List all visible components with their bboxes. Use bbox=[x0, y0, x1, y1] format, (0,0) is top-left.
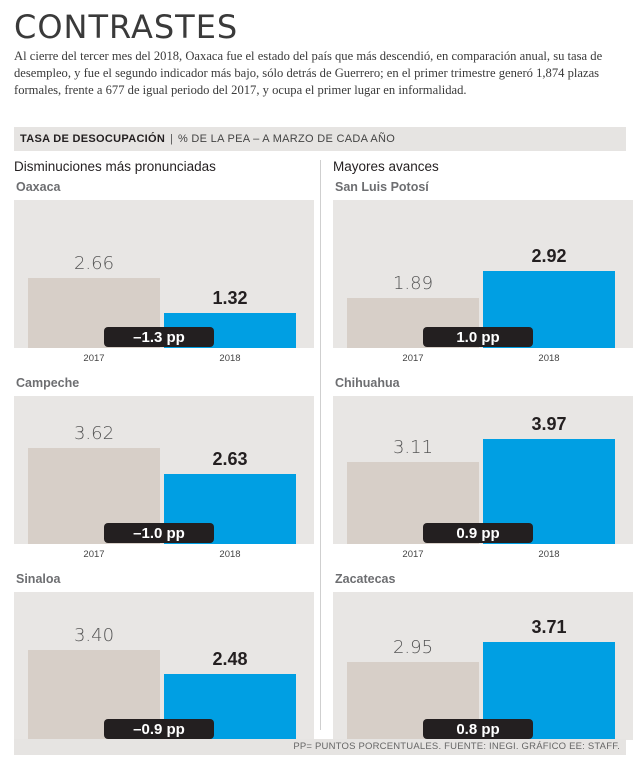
year-label-2017: 2017 bbox=[402, 353, 424, 364]
value-label-2018: 3.97 bbox=[531, 413, 567, 434]
change-badge: –1.3 pp bbox=[104, 327, 214, 347]
value-label-2018: 1.32 bbox=[212, 288, 248, 309]
value-label-2017: 3.62 bbox=[73, 423, 115, 445]
chart-panel: Chihuahua 3.11 2017 3.97 2018 0.9 pp bbox=[333, 376, 633, 566]
value-label-2018: 3.71 bbox=[531, 616, 567, 637]
value-label-2017: 1.89 bbox=[392, 272, 434, 294]
year-label-2017: 2017 bbox=[83, 549, 105, 560]
change-badge: –0.9 pp bbox=[104, 719, 214, 739]
subheader-unit: % DE LA PEA – A MARZO DE CADA AÑO bbox=[178, 133, 396, 145]
state-name: Chihuahua bbox=[335, 376, 400, 390]
plot-area bbox=[333, 396, 633, 544]
plot-area bbox=[333, 592, 633, 740]
year-label-2018: 2018 bbox=[538, 353, 560, 364]
change-badge: 0.8 pp bbox=[423, 719, 533, 739]
state-name: San Luis Potosí bbox=[335, 180, 429, 194]
plot-area bbox=[14, 592, 314, 740]
state-name: Campeche bbox=[16, 376, 80, 390]
year-label-2018: 2018 bbox=[538, 549, 560, 560]
chart-panel: San Luis Potosí 1.89 2017 2.92 2018 1.0 pp bbox=[333, 180, 633, 370]
value-label-2018: 2.63 bbox=[212, 449, 248, 470]
chart-subheader: TASA DE DESOCUPACIÓN | % DE LA PEA – A M… bbox=[14, 127, 626, 151]
subheader-separator: | bbox=[170, 133, 173, 145]
value-label-2017: 3.40 bbox=[73, 624, 115, 646]
footer-note: PP= PUNTOS PORCENTUALES. FUENTE: INEGI. … bbox=[14, 739, 626, 755]
value-label-2018: 2.92 bbox=[531, 245, 567, 266]
left-column-title: Disminuciones más pronunciadas bbox=[14, 159, 216, 174]
change-badge: 1.0 pp bbox=[423, 327, 533, 347]
state-name: Sinaloa bbox=[16, 572, 61, 586]
year-label-2018: 2018 bbox=[219, 549, 241, 560]
page-title: CONTRASTES bbox=[14, 8, 239, 46]
right-column-title: Mayores avances bbox=[333, 159, 439, 174]
year-label-2018: 2018 bbox=[219, 353, 241, 364]
year-label-2017: 2017 bbox=[83, 353, 105, 364]
state-name: Oaxaca bbox=[16, 180, 61, 194]
plot-area bbox=[14, 200, 314, 348]
value-label-2017: 2.66 bbox=[73, 252, 115, 274]
year-label-2017: 2017 bbox=[402, 549, 424, 560]
chart-panel: Oaxaca 2.66 2017 1.32 2018 –1.3 pp bbox=[14, 180, 314, 370]
value-label-2018: 2.48 bbox=[212, 649, 248, 670]
change-badge: –1.0 pp bbox=[104, 523, 214, 543]
column-divider bbox=[320, 160, 321, 730]
value-label-2017: 2.95 bbox=[392, 636, 434, 658]
subheader-metric: TASA DE DESOCUPACIÓN bbox=[20, 133, 166, 145]
plot-area bbox=[14, 396, 314, 544]
intro-text: Al cierre del tercer mes del 2018, Oaxac… bbox=[14, 49, 603, 97]
change-badge: 0.9 pp bbox=[423, 523, 533, 543]
chart-panel: Campeche 3.62 2017 2.63 2018 –1.0 pp bbox=[14, 376, 314, 566]
value-label-2017: 3.11 bbox=[392, 436, 434, 458]
state-name: Zacatecas bbox=[335, 572, 396, 586]
